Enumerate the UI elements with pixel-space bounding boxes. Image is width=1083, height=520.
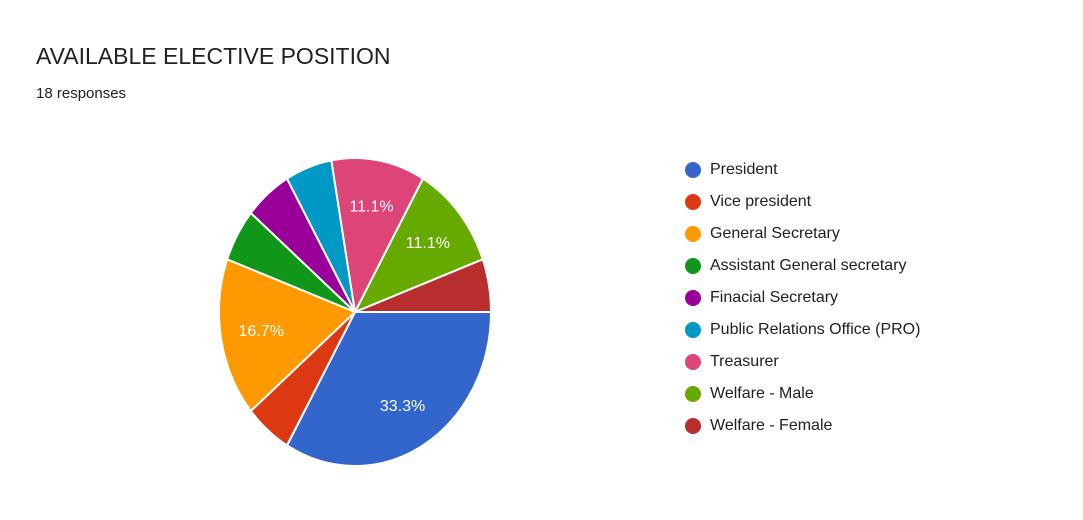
legend-item-treasurer: Treasurer bbox=[685, 346, 920, 378]
pie-slice-treasurer[interactable] bbox=[330, 157, 424, 313]
legend-item-general-secretary: General Secretary bbox=[685, 218, 920, 250]
pie-slice-percent-label: 11.1% bbox=[349, 198, 393, 215]
legend-label: President bbox=[710, 161, 778, 178]
legend-label: Finacial Secretary bbox=[710, 289, 839, 306]
legend-label: Vice president bbox=[710, 193, 812, 210]
legend-color-dot bbox=[685, 258, 701, 274]
pie-slice-welfare-male[interactable] bbox=[354, 177, 484, 313]
legend: President Vice president General Secretary… bbox=[685, 154, 920, 442]
pie-chart: 33.3% 16.7% 11.1% 11.1% bbox=[218, 157, 492, 468]
legend-label: Assistant General secretary bbox=[710, 257, 907, 274]
legend-item-welfare-female: Welfare - Female bbox=[685, 410, 920, 442]
legend-color-dot bbox=[685, 226, 701, 242]
pie-slice-percent-label: 33.3% bbox=[380, 398, 425, 415]
legend-label: Welfare - Male bbox=[710, 385, 814, 402]
pie-slice-percent-label: 11.1% bbox=[406, 235, 450, 252]
legend-color-dot bbox=[685, 194, 701, 210]
legend-color-dot bbox=[685, 386, 701, 402]
pie-slice-general-secretary[interactable] bbox=[218, 258, 356, 412]
legend-color-dot bbox=[685, 418, 701, 434]
response-count: 18 responses bbox=[36, 85, 127, 102]
legend-item-finacial-secretary: Finacial Secretary bbox=[685, 282, 920, 314]
legend-item-assistant-general-secretary: Assistant General secretary bbox=[685, 250, 920, 282]
legend-color-dot bbox=[685, 354, 701, 370]
chart-title: AVAILABLE ELECTIVE POSITION bbox=[36, 43, 391, 69]
pie-chart-area: 33.3% 16.7% 11.1% 11.1% bbox=[212, 152, 502, 472]
pie-slice-welfare-female[interactable] bbox=[354, 258, 492, 313]
legend-label: General Secretary bbox=[710, 225, 840, 242]
legend-item-president: President bbox=[685, 154, 920, 186]
pie-slice-percent-label: 16.7% bbox=[239, 323, 284, 340]
legend-item-public-relations-office-pro: Public Relations Office (PRO) bbox=[685, 314, 920, 346]
legend-label: Treasurer bbox=[710, 353, 779, 370]
pie-slice-president[interactable] bbox=[286, 311, 492, 468]
legend-label: Welfare - Female bbox=[710, 417, 833, 434]
legend-color-dot bbox=[685, 322, 701, 338]
legend-color-dot bbox=[685, 290, 701, 306]
legend-label: Public Relations Office (PRO) bbox=[710, 321, 921, 338]
legend-item-welfare-male: Welfare - Male bbox=[685, 378, 920, 410]
legend-color-dot bbox=[685, 162, 701, 178]
legend-item-vice-president: Vice president bbox=[685, 186, 920, 218]
